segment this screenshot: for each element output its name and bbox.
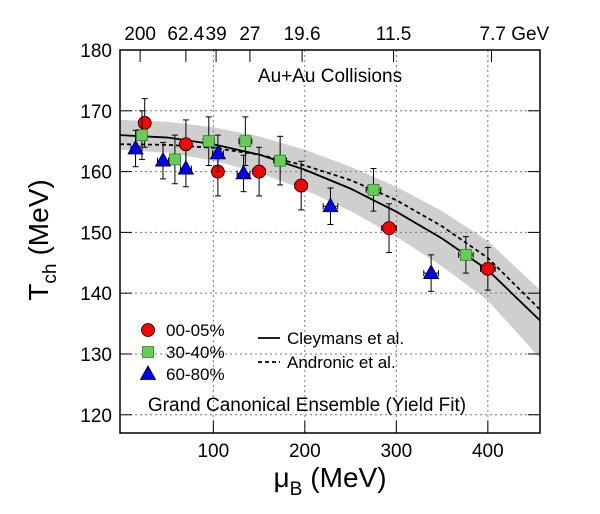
y-tick-label: 140	[80, 284, 112, 305]
legend-label: 60-80%	[166, 365, 225, 384]
x-tick-label: 100	[197, 441, 229, 462]
legend-label: Andronic et al.	[287, 353, 396, 372]
point	[177, 159, 195, 175]
point	[252, 164, 266, 179]
point	[274, 154, 287, 167]
point	[137, 116, 152, 130]
point	[235, 164, 252, 180]
point	[367, 183, 380, 196]
point	[127, 139, 144, 155]
y-axis-label: Tch (MeV)	[23, 179, 61, 300]
uncertainty-band	[120, 119, 540, 359]
x-label-sub: B	[290, 479, 303, 500]
point	[480, 261, 495, 276]
x-tick-label: 400	[472, 441, 504, 462]
x2-tick-label: 7.7 GeV	[480, 24, 550, 45]
x-axis-label: μB (MeV)	[273, 462, 386, 500]
x2-tick-label: 39	[206, 24, 227, 45]
x-label-symbol: μ	[273, 462, 289, 493]
point	[422, 264, 440, 280]
legend-marker	[141, 323, 155, 337]
y-tick-label: 170	[80, 102, 112, 123]
x2-tick-label: 27	[239, 24, 260, 45]
x2-tick-label: 11.5	[376, 24, 412, 45]
x-tick-label: 300	[380, 441, 412, 462]
point	[178, 137, 193, 152]
x-tick-label: 200	[289, 441, 321, 462]
legend-label: 30-40%	[166, 343, 225, 362]
point	[322, 197, 339, 213]
y-tick-label: 120	[80, 406, 112, 427]
annotation: Grand Canonical Ensemble (Yield Fit)	[148, 395, 466, 416]
band-layer	[120, 119, 540, 359]
legend-label: Cleymans et al.	[287, 329, 404, 348]
x2-tick-label: 19.6	[284, 24, 321, 45]
point	[382, 221, 396, 236]
legend-marker	[139, 365, 157, 380]
point	[294, 178, 309, 193]
x-label-unit: (MeV)	[310, 462, 386, 493]
legend-marker	[142, 346, 154, 358]
point-layer	[127, 98, 496, 292]
point	[202, 135, 215, 148]
y-label-symbol: T	[23, 284, 54, 301]
y-tick-label: 130	[80, 345, 112, 366]
y-tick-label: 150	[80, 223, 112, 244]
point	[169, 153, 181, 166]
point	[209, 144, 227, 160]
x2-tick-label: 200	[124, 24, 156, 45]
y-label-sub: ch	[40, 264, 61, 284]
y-tick-label: 180	[80, 41, 112, 62]
legend-label: 00-05%	[166, 321, 225, 340]
x2-tick-label: 62.4	[167, 24, 204, 45]
point	[154, 151, 172, 167]
y-tick-label: 160	[80, 163, 112, 184]
point	[136, 129, 148, 142]
plot-frame	[119, 49, 541, 434]
point	[459, 248, 472, 261]
point	[239, 135, 252, 148]
annotation: Au+Au Collisions	[258, 66, 402, 87]
y-label-unit: (MeV)	[23, 179, 54, 255]
